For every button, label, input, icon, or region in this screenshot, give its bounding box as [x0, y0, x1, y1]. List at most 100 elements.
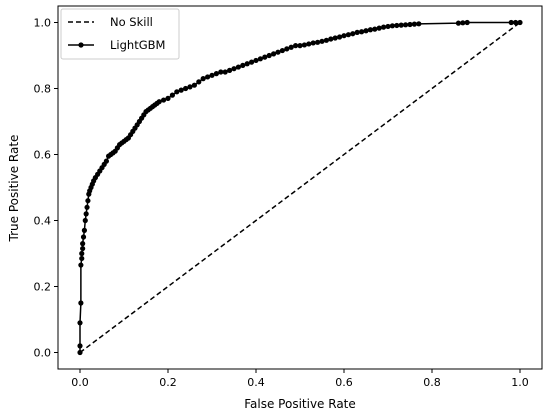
- data-point-lightgbm: [83, 211, 89, 217]
- data-point-lightgbm: [354, 29, 360, 35]
- data-point-lightgbm: [84, 204, 90, 210]
- y-tick-label: 0.2: [34, 281, 52, 294]
- data-point-lightgbm: [85, 198, 91, 204]
- data-point-lightgbm: [78, 262, 84, 268]
- data-point-lightgbm: [79, 255, 85, 262]
- data-point-lightgbm: [284, 46, 290, 52]
- series-line-no-skill: [79, 21, 521, 354]
- data-point-lightgbm: [389, 23, 395, 29]
- data-point-lightgbm: [82, 217, 88, 224]
- data-point-lightgbm: [249, 59, 255, 65]
- x-tick-label: 1.0: [511, 376, 529, 389]
- data-point-lightgbm: [359, 29, 365, 35]
- data-point-lightgbm: [341, 33, 347, 39]
- x-tick-label: 0.6: [335, 376, 353, 389]
- data-point-lightgbm: [222, 69, 228, 75]
- axis-ticks: 0.0 0.2 0.4 0.6 0.8 1.0 0.0 0.2 0.4 0.6 0.8 1.0: [34, 17, 529, 390]
- data-point-lightgbm: [411, 21, 417, 27]
- data-point-lightgbm: [385, 23, 391, 30]
- data-point-lightgbm: [513, 19, 519, 26]
- legend-frame: [60, 8, 180, 60]
- data-point-lightgbm: [196, 79, 202, 85]
- y-tick-label: 1.0: [34, 17, 52, 30]
- data-point-lightgbm: [165, 95, 171, 101]
- data-point-lightgbm: [508, 19, 514, 26]
- data-point-lightgbm: [350, 31, 356, 37]
- data-point-lightgbm: [367, 27, 373, 33]
- data-point-lightgbm: [103, 158, 109, 164]
- data-point-lightgbm: [271, 51, 277, 57]
- data-point-lightgbm: [218, 69, 224, 75]
- data-point-lightgbm: [464, 19, 470, 26]
- data-point-lightgbm: [376, 25, 382, 31]
- data-point-lightgbm: [183, 85, 189, 92]
- data-point-lightgbm: [235, 64, 241, 70]
- data-point-lightgbm: [213, 71, 219, 77]
- y-tick-label: 0.0: [34, 347, 52, 360]
- data-point-lightgbm: [398, 22, 404, 28]
- data-point-lightgbm: [306, 41, 312, 47]
- legend: No Skill LightGBM: [60, 8, 180, 60]
- data-point-lightgbm: [80, 241, 86, 247]
- data-point-lightgbm: [240, 62, 246, 68]
- x-tick-label: 0.2: [159, 376, 177, 389]
- data-point-lightgbm: [244, 61, 250, 67]
- data-point-lightgbm: [200, 76, 206, 82]
- y-axis-label: True Positive Rate: [7, 135, 21, 243]
- x-tick-label: 0.0: [71, 376, 89, 389]
- data-point-lightgbm: [345, 32, 351, 38]
- y-tick-label: 0.4: [34, 215, 52, 228]
- data-point-lightgbm: [178, 87, 184, 93]
- data-point-lightgbm: [227, 67, 233, 73]
- x-tick-label: 0.4: [247, 376, 265, 389]
- data-point-lightgbm: [78, 300, 84, 306]
- data-point-lightgbm: [372, 26, 378, 32]
- data-point-lightgbm: [279, 47, 285, 54]
- data-point-lightgbm: [394, 22, 400, 29]
- data-point-lightgbm: [363, 28, 369, 34]
- data-point-lightgbm: [77, 343, 83, 349]
- data-point-lightgbm: [315, 39, 321, 45]
- data-point-lightgbm: [262, 54, 268, 60]
- data-point-lightgbm: [231, 66, 237, 72]
- data-point-lightgbm: [209, 72, 215, 78]
- data-point-lightgbm: [517, 19, 523, 26]
- data-point-lightgbm: [257, 56, 263, 62]
- data-point-lightgbm: [191, 82, 197, 88]
- data-point-lightgbm: [455, 20, 461, 26]
- data-point-lightgbm: [310, 40, 316, 46]
- data-point-lightgbm: [161, 97, 167, 103]
- data-point-lightgbm: [332, 35, 338, 41]
- data-point-lightgbm: [337, 34, 343, 40]
- y-tick-label: 0.8: [34, 83, 52, 96]
- legend-lightgbm-label: LightGBM: [110, 38, 165, 52]
- data-point-lightgbm: [253, 57, 259, 64]
- data-point-lightgbm: [407, 21, 413, 28]
- data-point-lightgbm: [187, 84, 193, 90]
- data-point-lightgbm: [79, 250, 85, 257]
- data-point-lightgbm: [416, 21, 422, 27]
- x-axis-label: False Positive Rate: [244, 397, 356, 411]
- data-point-lightgbm: [81, 227, 87, 233]
- data-point-lightgbm: [77, 320, 83, 326]
- data-point-lightgbm: [80, 245, 86, 252]
- legend-no-skill-label: No Skill: [110, 15, 153, 29]
- x-tick-label: 0.8: [423, 376, 441, 389]
- data-point-lightgbm: [80, 234, 87, 240]
- data-point-lightgbm: [301, 42, 307, 48]
- data-point-lightgbm: [460, 20, 466, 26]
- data-point-lightgbm: [328, 36, 334, 42]
- legend-lightgbm-marker: [78, 42, 84, 48]
- data-point-lightgbm: [323, 37, 329, 43]
- axes-frame: [57, 5, 543, 370]
- data-point-lightgbm: [156, 99, 162, 105]
- data-point-lightgbm: [403, 22, 409, 28]
- data-point-lightgbm: [381, 24, 387, 30]
- data-point-lightgbm: [174, 89, 180, 95]
- plot-area: [77, 19, 523, 356]
- data-point-lightgbm: [288, 44, 294, 50]
- data-point-lightgbm: [169, 92, 175, 98]
- data-point-lightgbm: [77, 349, 83, 356]
- data-point-lightgbm: [205, 74, 211, 80]
